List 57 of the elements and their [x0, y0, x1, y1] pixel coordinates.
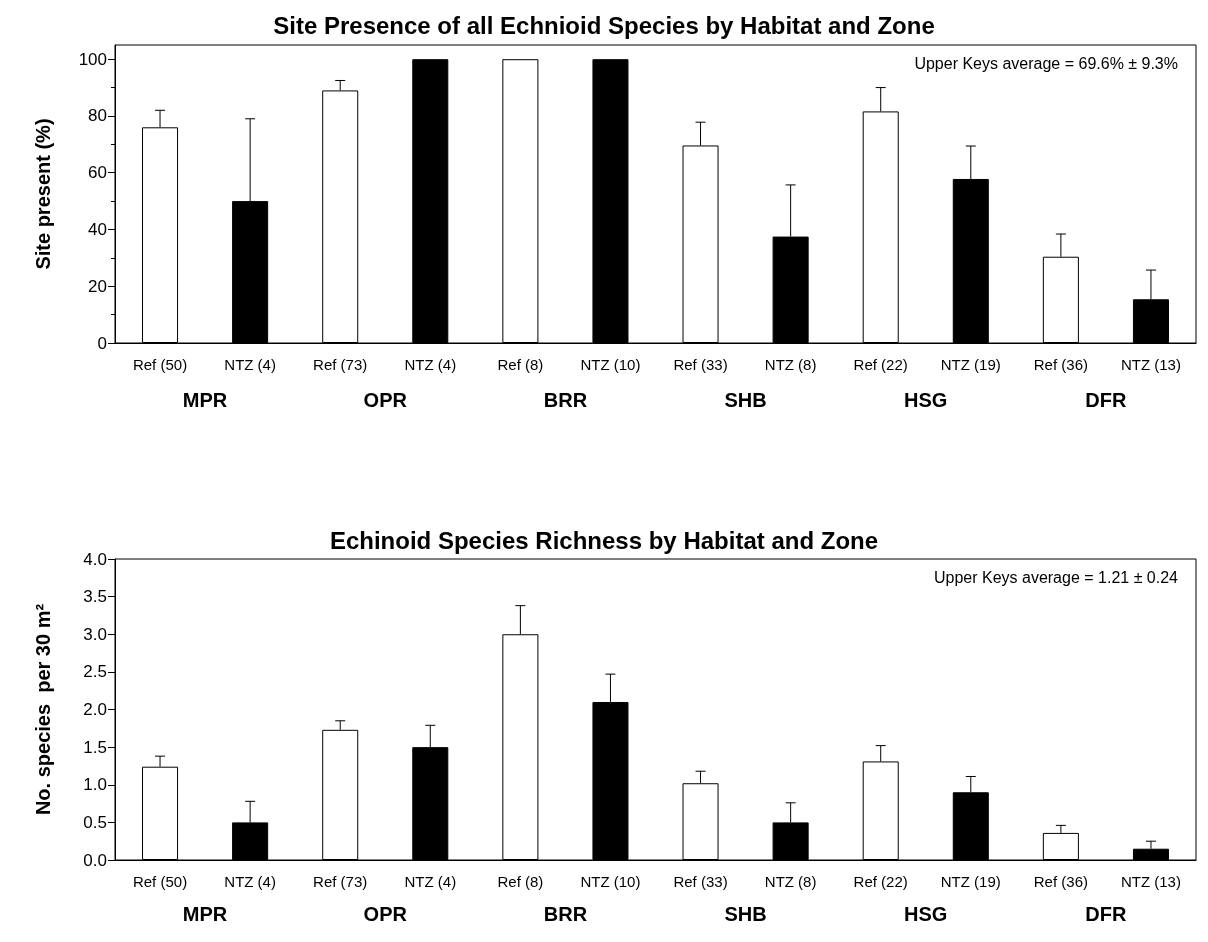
y-tick-label: 2.0	[83, 700, 107, 719]
x-tick-label: Ref (8)	[497, 873, 544, 890]
y-tick-label: 80	[88, 106, 107, 126]
text: BRR	[543, 389, 588, 411]
x-tick-label: NTZ (4)	[404, 873, 457, 890]
annotation: Upper Keys average = 1.21 ± 0.24	[933, 568, 1179, 586]
text: OPR	[363, 903, 408, 925]
x-tick-label: Ref (8)	[497, 356, 544, 373]
x-tick-label: NTZ (4)	[404, 356, 457, 373]
text: DFR	[1085, 903, 1128, 925]
y-tick-label: 0.0	[83, 850, 107, 870]
y-tick-label: 0.5	[83, 812, 107, 832]
text: BRR	[543, 903, 588, 925]
x-tick-label: NTZ (8)	[764, 356, 817, 373]
x-tick-label: NTZ (19)	[940, 356, 1001, 373]
y-tick-label: 1.0	[83, 775, 107, 795]
text: HSG	[904, 903, 948, 925]
x-tick-label: NTZ (4)	[224, 873, 276, 890]
text: OPR	[363, 389, 408, 411]
x-tick-label: Ref (36)	[1033, 873, 1088, 890]
x-tick-label: NTZ (8)	[764, 873, 817, 890]
y-axis-title: No. species per 30 m²	[32, 603, 54, 816]
text: SHB	[724, 903, 767, 925]
y-tick-label: 4.0	[83, 549, 107, 569]
x-tick-label: Ref (33)	[673, 873, 728, 890]
y-tick-label: 100	[78, 49, 107, 69]
x-tick-label: NTZ (19)	[940, 873, 1001, 890]
x-tick-label: Ref (33)	[673, 356, 728, 373]
x-tick-label: NTZ (4)	[224, 356, 276, 373]
x-tick-label: Ref (36)	[1033, 356, 1088, 373]
text: MPR	[182, 389, 228, 411]
y-tick-label: 3.0	[83, 624, 107, 644]
text: DFR	[1085, 389, 1128, 411]
chart-title: Echinoid Species Richness by Habitat and Zone	[329, 526, 879, 554]
y-tick-label: 3.5	[83, 587, 107, 607]
y-tick-label: 40	[88, 219, 107, 239]
x-tick-label: Ref (22)	[853, 356, 908, 373]
y-tick-label: 1.5	[83, 737, 107, 757]
x-tick-label: NTZ (13)	[1120, 356, 1181, 373]
x-tick-label: NTZ (10)	[580, 873, 641, 890]
y-axis-title: Site present (%)	[32, 118, 54, 270]
x-tick-label: Ref (50)	[132, 356, 188, 373]
y-tick-label: 0	[97, 333, 107, 353]
text: SHB	[724, 389, 767, 411]
x-tick-label: Ref (73)	[313, 356, 368, 373]
text: MPR	[182, 903, 228, 925]
x-tick-label: Ref (50)	[132, 873, 188, 890]
x-tick-label: NTZ (13)	[1120, 873, 1181, 890]
x-tick-label: Ref (73)	[313, 873, 368, 890]
x-tick-label: NTZ (10)	[580, 356, 641, 373]
y-tick-label: 2.5	[83, 662, 107, 682]
chart-title: Site Presence of all Echnioid Species by Habitat and Zone	[273, 11, 935, 39]
text: HSG	[904, 389, 948, 411]
annotation: Upper Keys average = 69.6% ± 9.3%	[914, 54, 1179, 72]
y-tick-label: 20	[88, 276, 107, 296]
y-tick-label: 60	[88, 163, 107, 183]
x-tick-label: Ref (22)	[853, 873, 908, 890]
